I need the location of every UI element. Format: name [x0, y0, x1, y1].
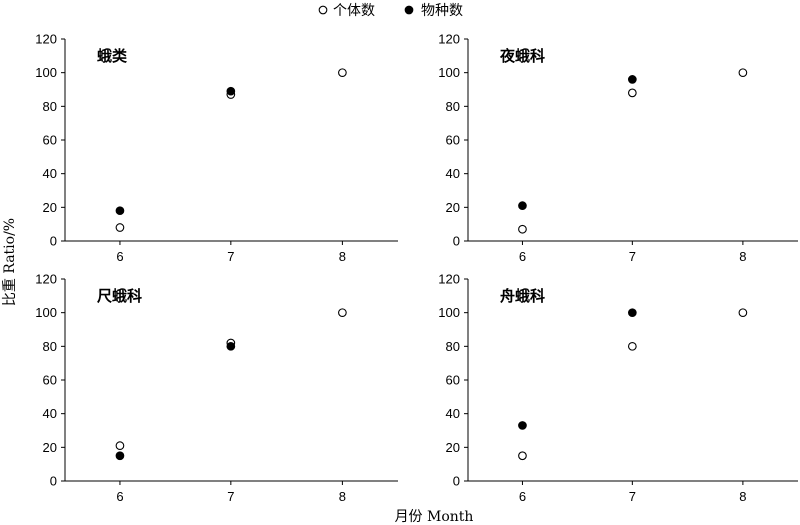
y-tick-label: 100	[438, 305, 460, 320]
legend-open-marker	[318, 5, 328, 15]
y-tick-label: 80	[43, 99, 57, 114]
open-point	[518, 224, 527, 234]
open-point	[627, 341, 637, 351]
x-tick-label: 7	[227, 249, 234, 264]
open-point	[738, 68, 748, 78]
open-point	[115, 223, 125, 232]
filled-point	[518, 421, 527, 430]
open-point	[338, 308, 347, 318]
y-tick-label: 80	[446, 99, 460, 114]
y-tick-label: 100	[35, 65, 57, 80]
chart-panel: 0 20 40 60 80 100 120 6 7 8 尺蛾科	[35, 272, 398, 504]
y-tick-label: 0	[453, 234, 460, 249]
panel-title: 夜蛾科	[499, 47, 545, 65]
y-tick-label: 80	[446, 339, 460, 354]
y-tick-label: 20	[43, 440, 57, 455]
y-tick-label: 60	[43, 133, 57, 148]
y-tick-label: 100	[35, 305, 57, 320]
x-tick-label: 8	[739, 249, 746, 264]
open-point	[627, 88, 637, 98]
y-axis-title: 比重 Ratio/%	[2, 218, 18, 306]
x-tick-label: 8	[339, 489, 346, 504]
x-axis-title: 月份 Month	[395, 509, 474, 525]
x-tick-label: 6	[116, 489, 123, 504]
filled-point	[627, 75, 637, 84]
chart-panel: 0 20 40 60 80 100 120 6 7 8 夜蛾科	[438, 32, 798, 264]
x-tick-label: 8	[739, 489, 746, 504]
filled-point	[627, 308, 637, 318]
legend-open-label: 个体数	[333, 3, 375, 19]
filled-point	[518, 201, 527, 210]
filled-point	[115, 206, 125, 216]
y-tick-label: 20	[446, 440, 460, 455]
y-tick-label: 60	[446, 373, 460, 388]
filled-point	[226, 86, 236, 96]
x-tick-label: 7	[629, 249, 636, 264]
y-tick-label: 0	[50, 234, 57, 249]
legend-filled-label: 物种数	[421, 3, 463, 19]
y-tick-label: 120	[35, 272, 57, 287]
x-tick-label: 6	[519, 249, 526, 264]
y-tick-label: 40	[446, 166, 460, 181]
y-tick-label: 120	[35, 32, 57, 47]
y-tick-label: 80	[43, 339, 57, 354]
y-tick-label: 40	[446, 406, 460, 421]
y-tick-label: 20	[446, 200, 460, 215]
open-point	[738, 308, 748, 318]
panel-title: 蛾类	[97, 47, 128, 65]
open-point	[115, 441, 125, 451]
x-tick-label: 7	[227, 489, 234, 504]
x-tick-label: 6	[116, 249, 123, 264]
y-tick-label: 120	[438, 32, 460, 47]
chart-panel: 0 20 40 60 80 100 120 6 7 8 舟蛾科	[438, 272, 798, 504]
y-tick-label: 0	[50, 474, 57, 489]
open-point	[338, 68, 347, 78]
panel-title: 舟蛾科	[500, 287, 545, 305]
legend-filled-marker	[404, 5, 414, 15]
y-tick-label: 20	[43, 200, 57, 215]
y-tick-label: 40	[43, 166, 57, 181]
y-tick-label: 0	[453, 474, 460, 489]
filled-point	[226, 341, 236, 351]
panel-title: 尺蛾科	[97, 287, 142, 305]
y-tick-label: 100	[438, 65, 460, 80]
chart-panel: 0 20 40 60 80 100 120 6 7 8 蛾类	[35, 32, 398, 264]
x-tick-label: 7	[629, 489, 636, 504]
x-tick-label: 8	[339, 249, 346, 264]
filled-point	[115, 451, 125, 461]
y-tick-label: 60	[43, 373, 57, 388]
x-tick-label: 6	[519, 489, 526, 504]
open-point	[518, 451, 527, 461]
legend: 个体数 物种数	[318, 3, 463, 19]
y-tick-label: 60	[446, 133, 460, 148]
y-tick-label: 40	[43, 406, 57, 421]
y-tick-label: 120	[438, 272, 460, 287]
